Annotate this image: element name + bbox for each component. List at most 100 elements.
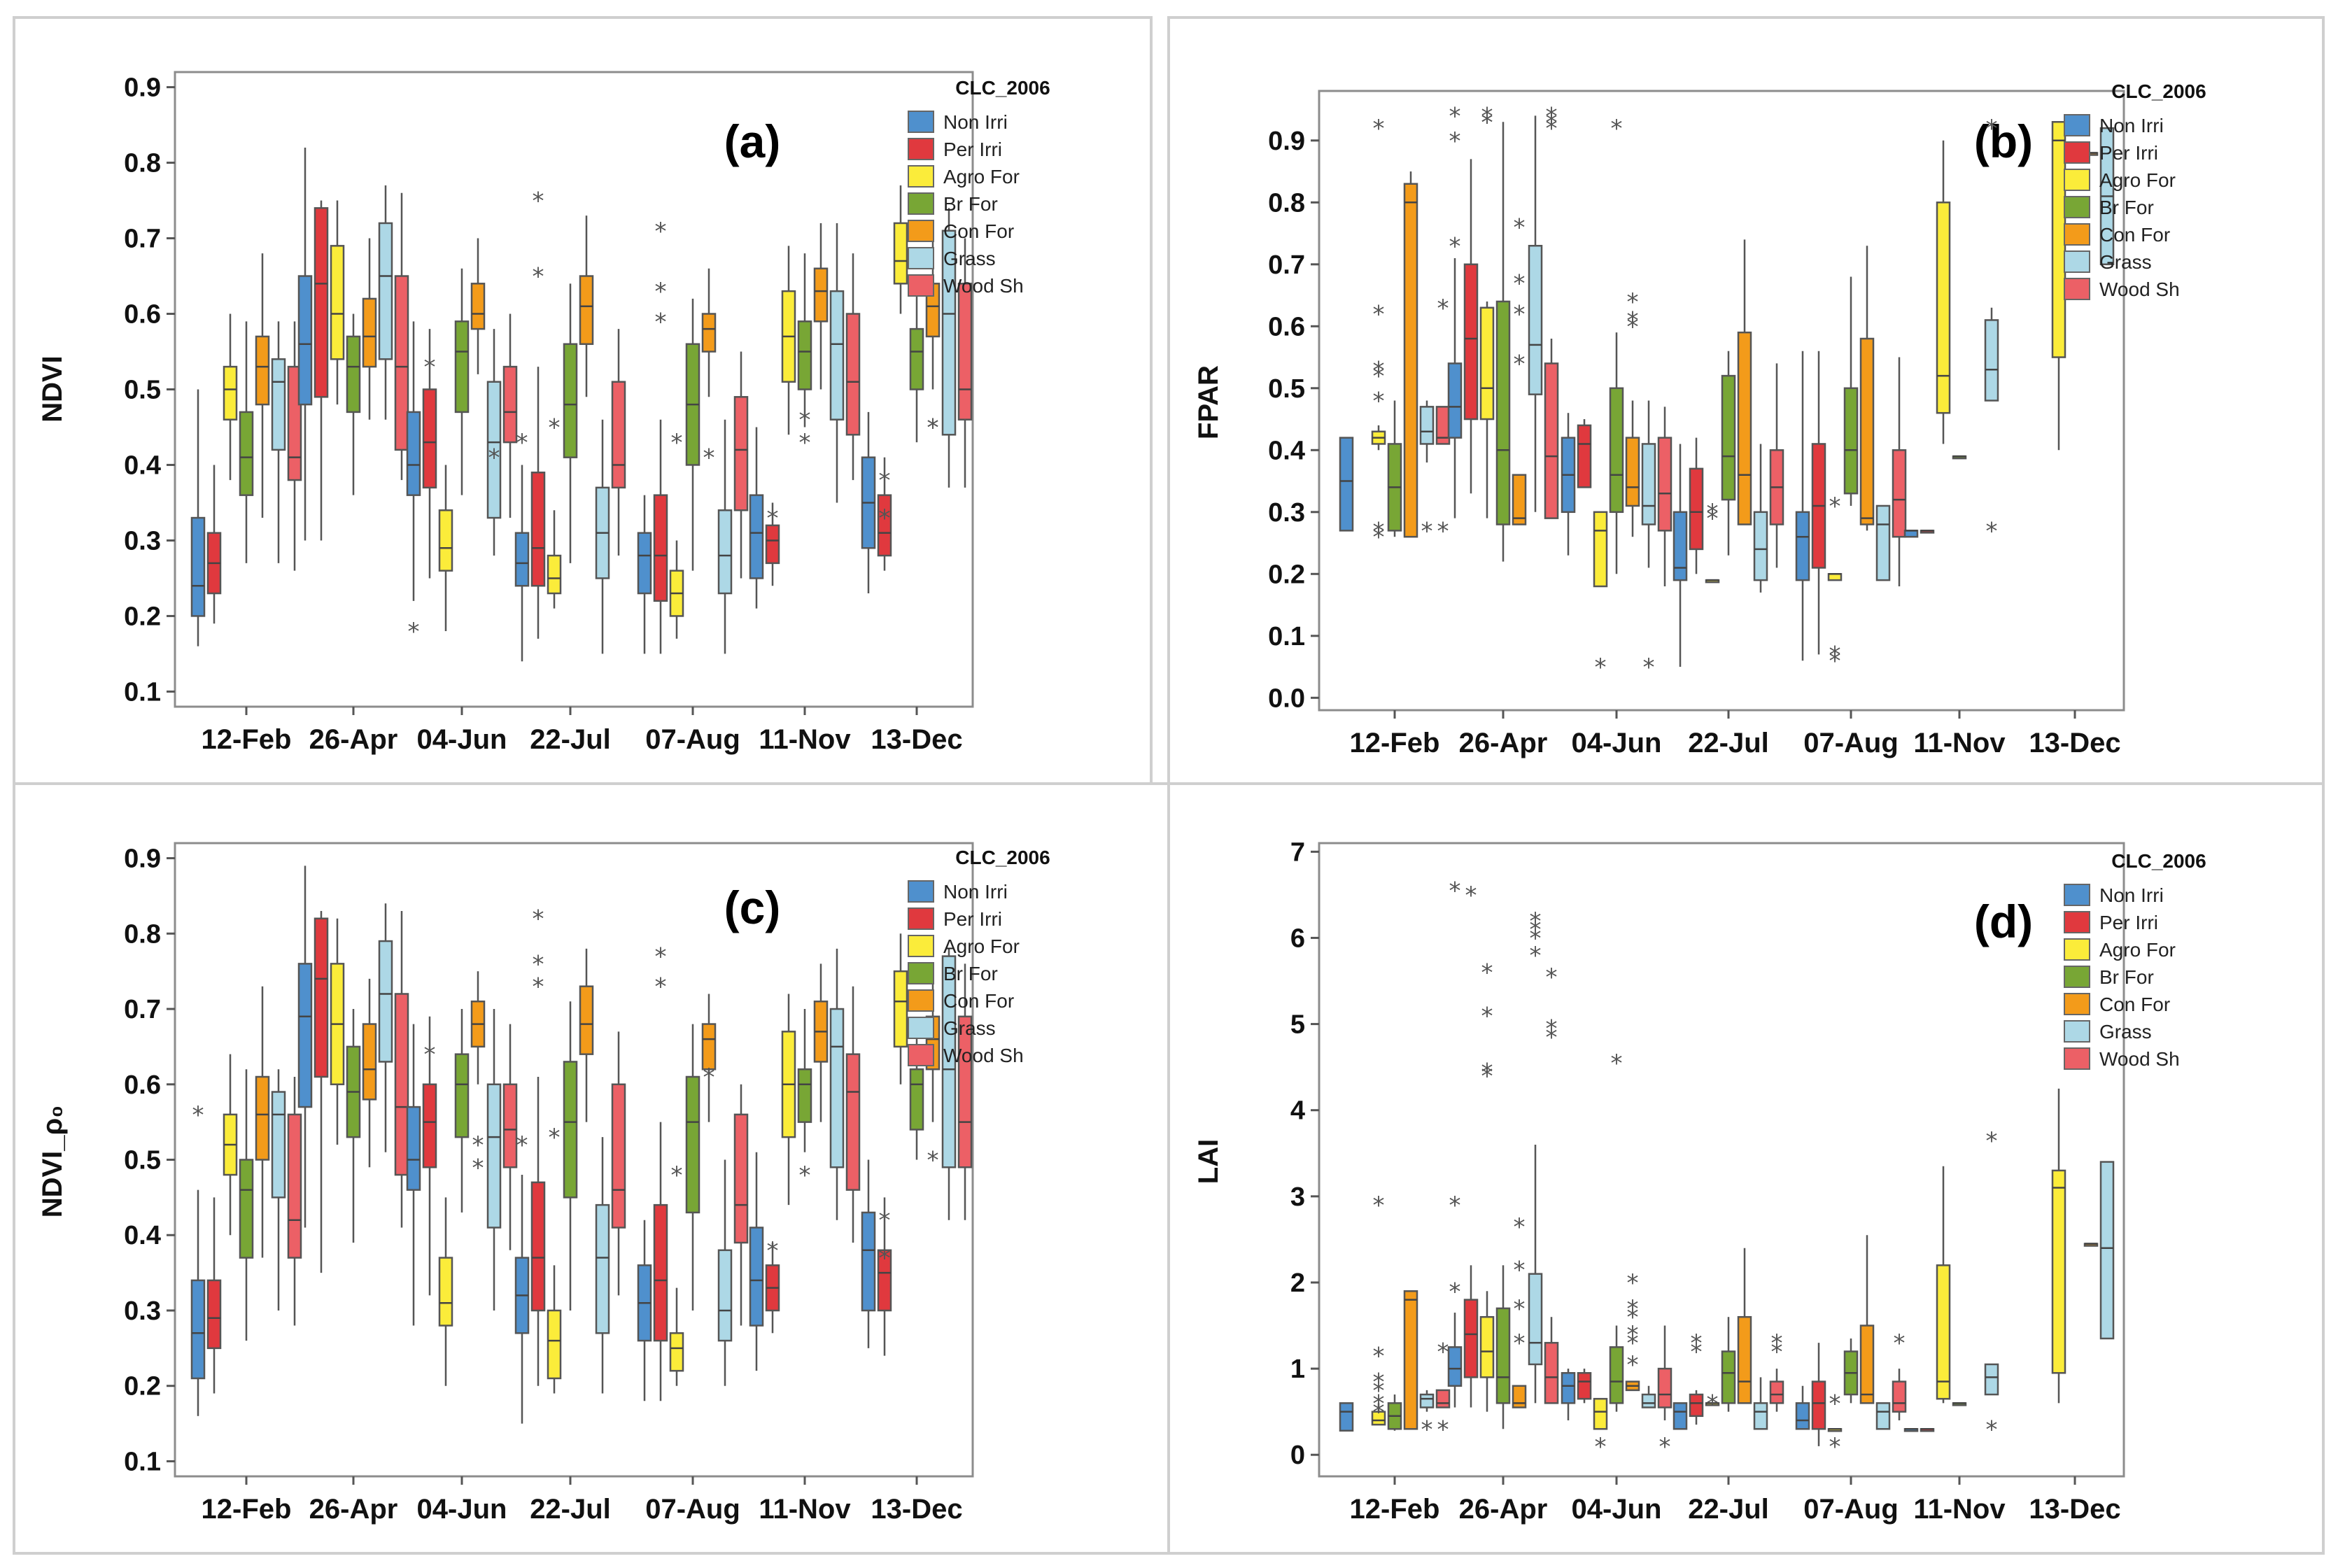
y-tick-label: 0.7 <box>1268 250 1305 280</box>
chart-panel-0: 0.1 0.2 0.3 0.4 0.5 0.6 0.7 0.8 0.9 12-Feb 26-Apr 0… <box>37 71 1050 755</box>
outlier-marker: * <box>1437 1338 1449 1366</box>
y-axis-label: FPAR <box>1193 365 1224 439</box>
box-per-irri <box>530 367 546 639</box>
outlier-marker: * <box>1481 102 1493 130</box>
outlier-marker: * <box>1530 924 1542 952</box>
box-br-for <box>1495 1265 1511 1429</box>
y-tick-label: 6 <box>1290 924 1305 953</box>
box-body <box>2051 1169 2066 1374</box>
box-per-irri <box>765 502 780 586</box>
outlier-marker: * <box>1373 1399 1385 1427</box>
box-body <box>1577 424 1592 488</box>
x-tick-label: 13-Dec <box>2029 1494 2120 1525</box>
box-per-irri <box>653 419 668 654</box>
box-body <box>239 1159 254 1259</box>
box-agro-for <box>330 918 345 1145</box>
legend-item: Non Irri <box>908 880 1008 903</box>
legend-label: Wood Sh <box>943 275 1024 297</box>
legend-item: Non Irri <box>2064 114 2164 136</box>
legend-swatch <box>908 989 934 1012</box>
box-agro-for <box>893 933 908 1085</box>
box-body <box>829 1008 845 1168</box>
x-tick-label: 22-Jul <box>1688 728 1769 758</box>
legend-swatch <box>2064 1047 2090 1070</box>
box-non-irri <box>1795 351 1810 661</box>
box-body <box>502 1083 518 1168</box>
outlier-marker: * <box>533 950 544 978</box>
x-tick-label: 07-Aug <box>1803 728 1899 758</box>
box-br-for <box>1387 400 1402 537</box>
outlier-marker: * <box>1546 102 1558 130</box>
box-agro-for <box>223 313 238 481</box>
outlier-marker: * <box>1514 301 1526 329</box>
box-wood-sh <box>611 329 626 556</box>
box-con-for <box>701 268 717 397</box>
box-body <box>909 327 924 390</box>
outlier-marker: * <box>488 444 500 472</box>
box-agro-for <box>781 246 796 435</box>
box-body <box>1641 1393 1656 1408</box>
outlier-marker: * <box>1546 115 1558 143</box>
outlier-marker: * <box>879 467 891 495</box>
y-tick-label: 0.7 <box>124 995 161 1024</box>
box-body <box>1609 1346 1624 1404</box>
box-br-for <box>1609 332 1624 574</box>
box-body <box>1984 1363 1999 1396</box>
legend: CLC_2006 Non Irri Per Irri Agro For Br For Co… <box>908 77 1050 297</box>
outlier-marker: * <box>1546 963 1558 991</box>
legend-item: Agro For <box>908 935 1020 957</box>
box-body <box>653 494 668 602</box>
box-body <box>394 993 409 1176</box>
outlier-marker: * <box>1829 1390 1841 1418</box>
legend-item: Per Irri <box>908 907 1002 930</box>
x-tick-label: 12-Feb <box>202 724 292 755</box>
box-per-irri <box>1811 351 1826 655</box>
box-body <box>1512 474 1527 525</box>
box-body <box>1479 1315 1495 1378</box>
outlier-marker: * <box>1481 1058 1493 1086</box>
legend-label: Wood Sh <box>943 1045 1024 1066</box>
outlier-marker: * <box>533 905 544 933</box>
box-wood-sh <box>394 192 409 481</box>
box-body <box>1657 437 1672 532</box>
box-body <box>1892 449 1907 538</box>
outlier-marker: * <box>655 278 667 306</box>
outlier-marker: * <box>1829 493 1841 521</box>
legend-item: Wood Sh <box>908 1044 1024 1066</box>
x-tick-label: 13-Dec <box>871 1494 962 1525</box>
legend-swatch <box>2064 1020 2090 1043</box>
legend-item: Con For <box>908 220 1014 242</box>
box-agro-for <box>1371 1403 1386 1426</box>
box-body <box>957 283 973 421</box>
box-non-irri <box>1561 413 1576 556</box>
outlier-marker: * <box>1373 1377 1385 1405</box>
box-wood-sh <box>1769 363 1784 568</box>
box-body <box>454 1053 470 1138</box>
y-tick-label: 0.4 <box>1268 436 1305 465</box>
legend-label: Non Irri <box>943 111 1008 133</box>
box-grass <box>378 185 393 420</box>
box-grass <box>486 329 502 556</box>
x-tick-label: 26-Apr <box>309 1494 398 1525</box>
box-body <box>1419 406 1435 445</box>
outlier-marker: * <box>655 973 667 1001</box>
box-agro-for <box>547 510 562 609</box>
box-body <box>1528 1273 1543 1366</box>
box-body <box>1528 245 1543 395</box>
box-body <box>1721 1350 1736 1404</box>
box-br-for <box>1843 276 1859 506</box>
box-body <box>1419 1393 1435 1408</box>
box-body <box>1753 1402 1768 1430</box>
outlier-marker: * <box>1595 654 1607 681</box>
y-tick-label: 0.3 <box>124 526 161 556</box>
y-tick-label: 0.1 <box>124 1447 161 1476</box>
legend-label: Br For <box>943 193 998 215</box>
outlier-marker: * <box>1691 1329 1703 1357</box>
outlier-marker: * <box>1514 1256 1526 1284</box>
outlier-marker: * <box>1449 127 1461 155</box>
box-br-for <box>685 1024 700 1311</box>
box-body <box>749 1227 764 1327</box>
legend-swatch <box>908 962 934 984</box>
box-grass <box>1641 400 1656 568</box>
